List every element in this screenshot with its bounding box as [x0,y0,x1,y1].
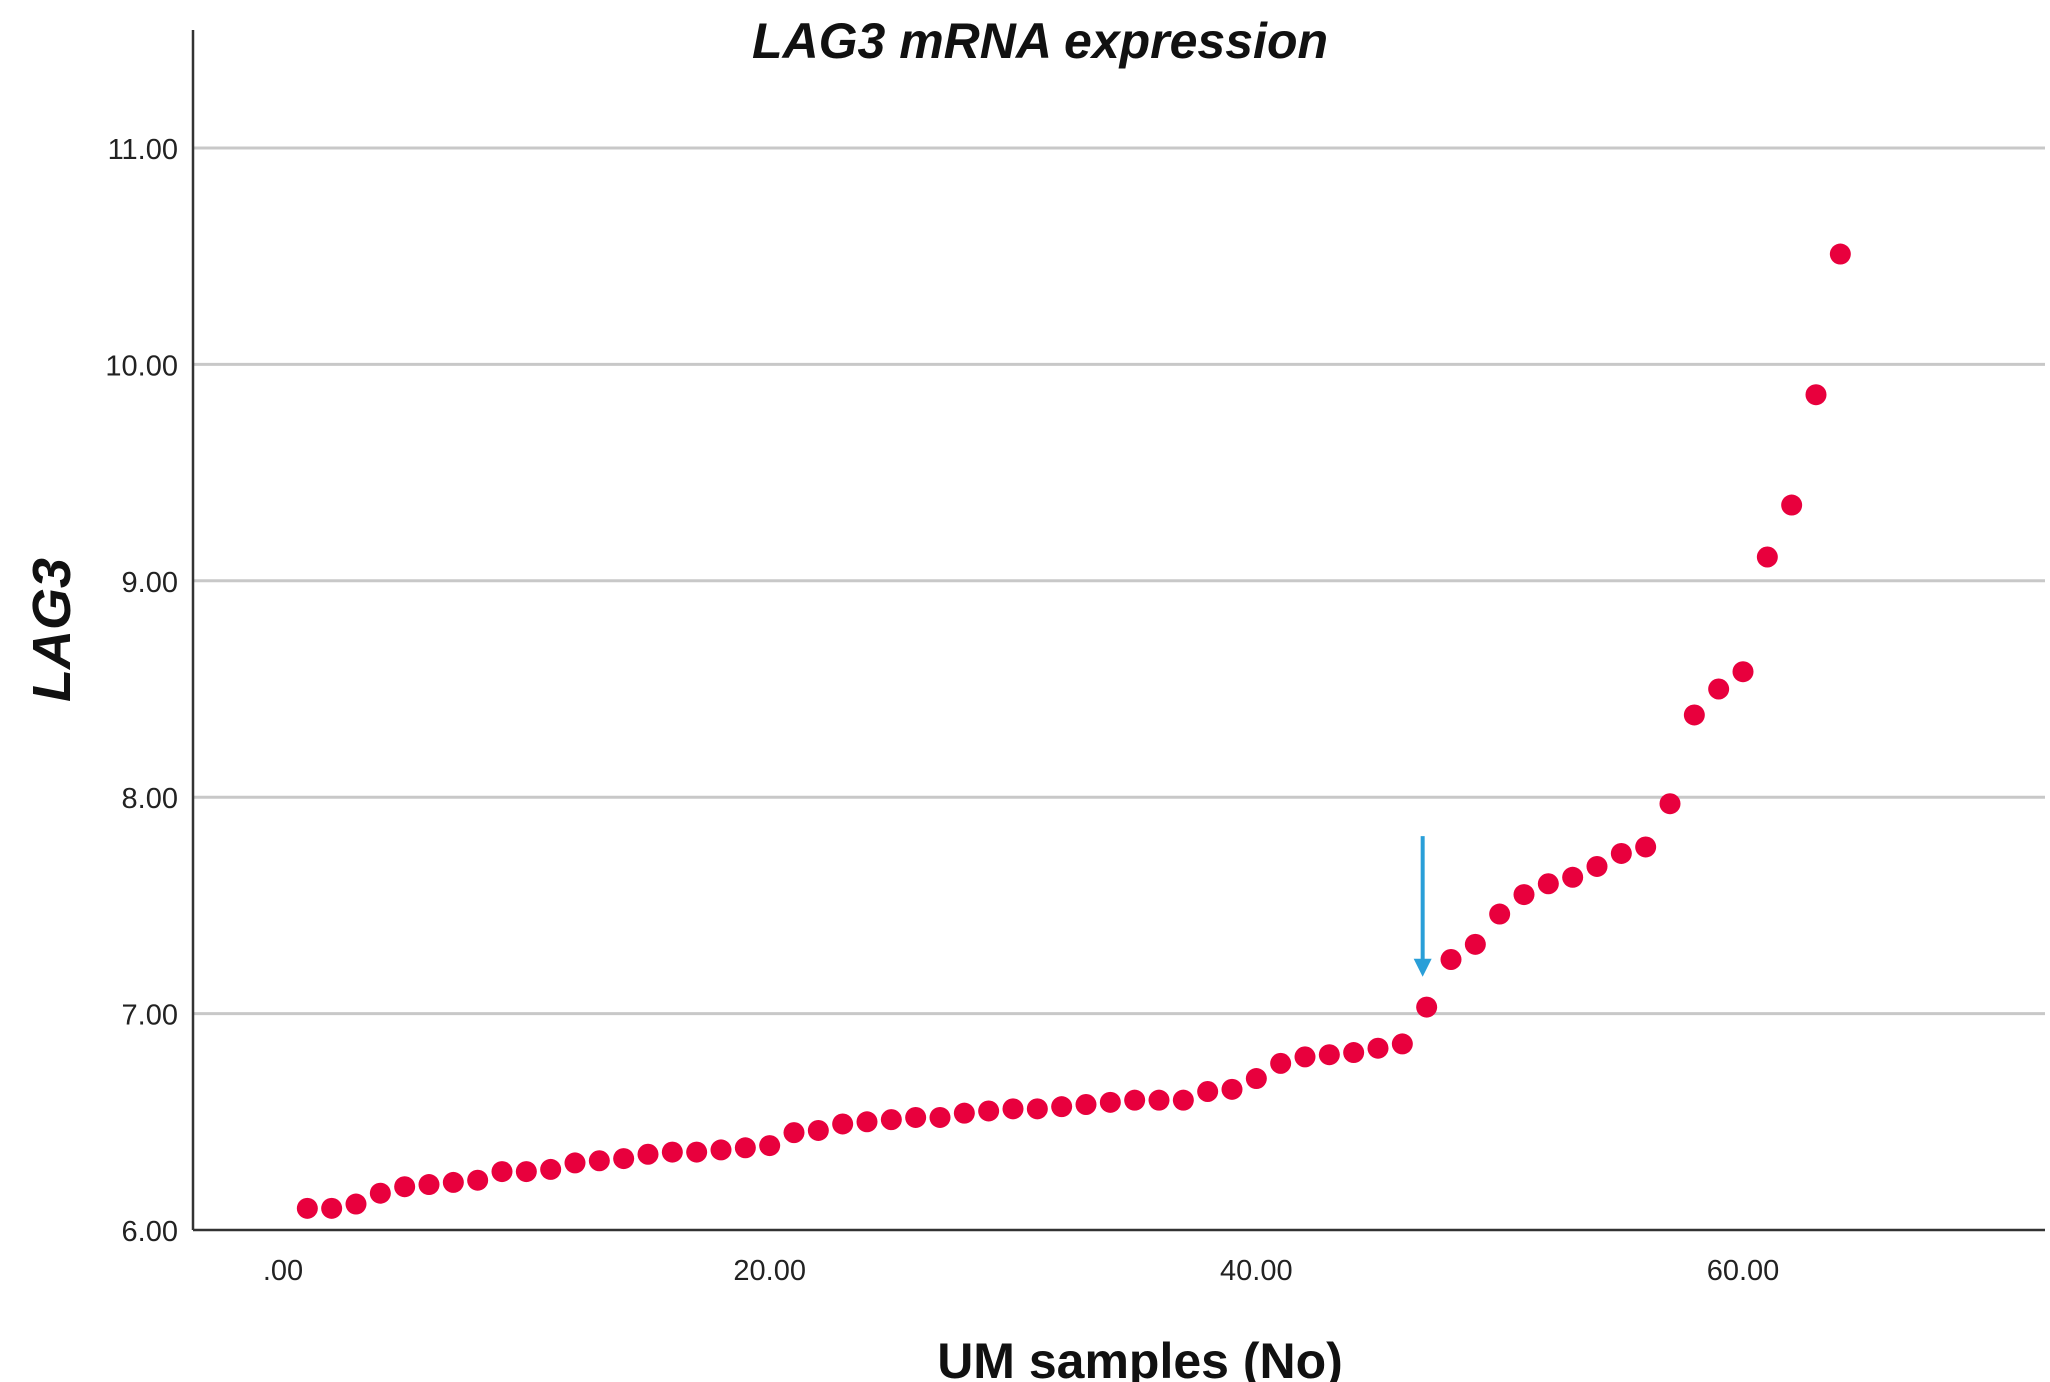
data-point [1440,949,1462,970]
data-point [613,1148,635,1170]
data-point [1124,1089,1146,1111]
x-tick-label: 60.00 [1707,1255,1780,1287]
data-point [905,1106,927,1128]
data-point [1051,1096,1073,1118]
data-point [1635,836,1657,858]
data-point [1002,1098,1024,1120]
data-point [394,1176,416,1198]
data-point [1708,678,1730,700]
data-point [759,1135,781,1157]
y-tick-label: 9.00 [122,567,178,599]
data-point [515,1161,537,1183]
data-point [1075,1093,1097,1115]
data-point [1732,661,1754,683]
data-point [1245,1068,1267,1090]
data-point [345,1193,367,1215]
data-point [1270,1052,1292,1074]
data-point [1416,996,1438,1018]
data-point [978,1100,1000,1122]
data-point [1026,1098,1048,1120]
grid-layer [193,146,2045,1016]
data-point [1537,873,1559,895]
data-point [564,1152,586,1174]
y-tick-labels: 6.00 7.00 8.00 9.00 10.00 11.00 [105,134,178,1248]
y-tick-label: 6.00 [122,1216,178,1248]
y-axis-label: LAG3 [22,558,82,702]
data-point [686,1141,708,1163]
axes-layer [191,30,2045,1232]
data-point [321,1197,343,1219]
data-point [588,1150,610,1172]
data-point [1318,1044,1340,1066]
data-point [1148,1089,1170,1111]
data-point [783,1122,805,1144]
data-point [1464,933,1486,955]
data-point [1829,243,1851,265]
x-tick-label: 20.00 [733,1255,806,1287]
data-point [1221,1078,1243,1100]
data-point [1805,384,1827,406]
data-point [1197,1081,1219,1103]
annotation-arrow-head [1413,958,1432,977]
data-point [1683,704,1705,726]
data-point [1562,866,1584,888]
data-point [661,1141,683,1163]
data-point [1099,1091,1121,1113]
data-point [1343,1042,1365,1064]
data-point [418,1174,440,1196]
data-point [1610,842,1632,864]
data-point [637,1143,659,1165]
data-point [1489,903,1511,925]
data-point [369,1182,391,1204]
data-point [807,1119,829,1141]
annotations [1413,836,1432,977]
data-point [442,1171,464,1193]
data-point [1172,1089,1194,1111]
data-point [296,1197,318,1219]
data-point [1391,1033,1413,1055]
data-point [491,1161,513,1183]
x-tick-label: 40.00 [1220,1255,1293,1287]
y-tick-label: 7.00 [122,1000,178,1032]
data-point [1756,546,1778,568]
data-points [296,243,1851,1219]
data-point [1367,1037,1389,1059]
data-point [1513,884,1535,906]
data-point [953,1102,975,1124]
data-point [540,1158,562,1180]
data-point [1586,855,1608,877]
x-axis-label: UM samples (No) [937,1333,1343,1382]
data-point [1781,494,1803,516]
data-point [467,1169,489,1191]
y-tick-label: 8.00 [122,783,178,815]
data-point [1294,1046,1316,1068]
x-tick-label: .00 [263,1255,303,1287]
x-tick-labels: .00 20.00 40.00 60.00 [263,1255,1779,1287]
data-point [929,1106,951,1128]
data-point [734,1137,756,1159]
data-point [880,1109,902,1131]
chart-title: LAG3 mRNA expression [752,13,1328,69]
data-point [710,1139,732,1161]
data-point [856,1111,878,1133]
data-point [832,1113,854,1135]
y-tick-label: 11.00 [108,134,178,166]
y-tick-label: 10.00 [105,350,178,382]
data-point [1659,793,1681,815]
